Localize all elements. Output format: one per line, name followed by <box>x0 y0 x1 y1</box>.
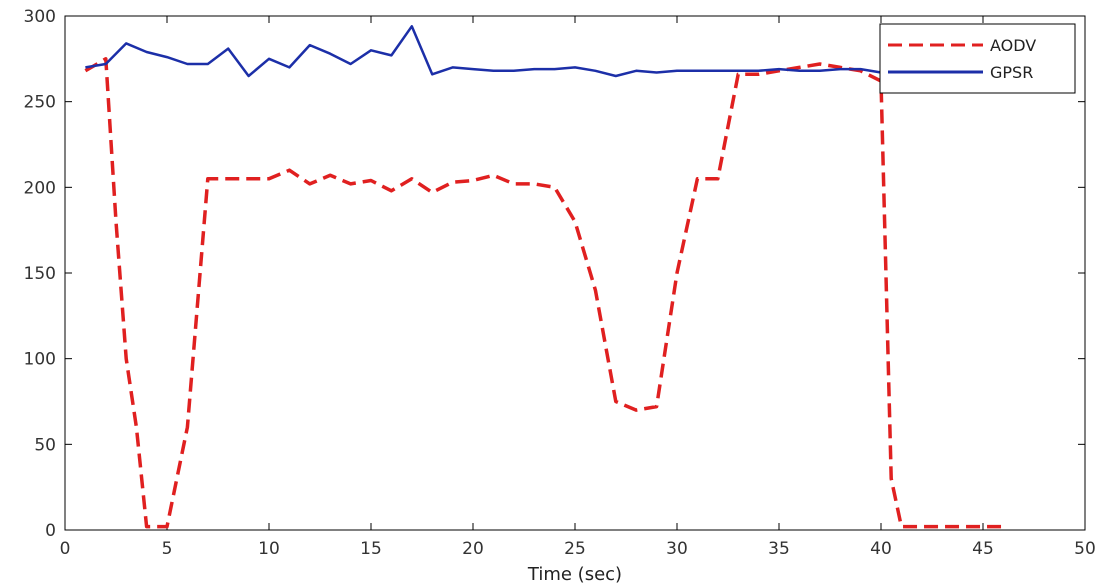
axis-ticks <box>64 15 1086 531</box>
y-tick-label: 50 <box>34 435 56 455</box>
y-tick-label: 0 <box>45 521 56 541</box>
legend: AODV GPSR <box>879 23 1076 94</box>
y-tick-label: 150 <box>24 264 56 284</box>
x-tick-label: 0 <box>60 539 71 559</box>
y-tick-label: 300 <box>24 7 56 27</box>
series-lines <box>84 25 1004 529</box>
x-axis-title: Time (sec) <box>527 564 622 585</box>
x-tick-label: 45 <box>972 539 994 559</box>
legend-label-aodv: AODV <box>990 36 1036 55</box>
x-tick-label: 40 <box>870 539 892 559</box>
series-line-gpsr <box>85 25 882 78</box>
x-tick-label: 35 <box>768 539 790 559</box>
y-tick-label: 250 <box>24 93 56 113</box>
legend-label-gpsr: GPSR <box>990 63 1033 82</box>
x-tick-label: 30 <box>666 539 688 559</box>
x-tick-label: 50 <box>1074 539 1096 559</box>
series-line-aodv <box>84 57 1004 529</box>
axis-tick-labels: 0 5 10 15 20 25 30 35 40 45 50 0 50 100 150 200 250 300 <box>24 7 1096 559</box>
legend-box <box>879 23 1076 94</box>
x-tick-label: 15 <box>360 539 382 559</box>
x-tick-label: 25 <box>564 539 586 559</box>
x-tick-label: 20 <box>462 539 484 559</box>
y-tick-label: 100 <box>24 350 56 370</box>
x-tick-label: 10 <box>258 539 280 559</box>
plot-area <box>64 15 1086 531</box>
x-tick-label: 5 <box>162 539 173 559</box>
y-tick-label: 200 <box>24 178 56 198</box>
